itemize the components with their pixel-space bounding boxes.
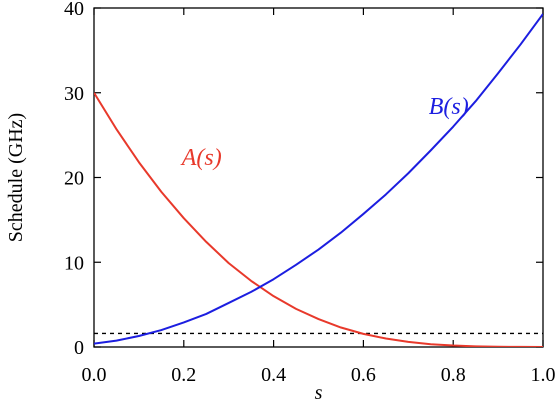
x-axis-label: s bbox=[315, 382, 323, 402]
x-tick-label: 0.2 bbox=[171, 364, 196, 386]
y-tick-label: 0 bbox=[74, 337, 84, 359]
series-annotation-a: A(s) bbox=[180, 145, 222, 171]
y-tick-label: 20 bbox=[64, 168, 84, 190]
x-tick-label: 1.0 bbox=[531, 364, 556, 386]
annotation-layer: A(s) B(s) bbox=[180, 94, 469, 171]
y-tick-label: 30 bbox=[64, 83, 84, 105]
series-line-b bbox=[94, 13, 543, 345]
series-layer bbox=[94, 13, 543, 347]
plot-area bbox=[93, 7, 544, 348]
y-tick-label: 10 bbox=[64, 252, 84, 274]
plot-frame bbox=[93, 7, 544, 348]
axis-ticks bbox=[93, 7, 544, 348]
x-tick-label: 0.6 bbox=[351, 364, 376, 386]
y-tick-label: 40 bbox=[64, 0, 84, 20]
series-line-a bbox=[94, 92, 543, 347]
x-tick-label: 0.8 bbox=[441, 364, 466, 386]
x-tick-label: 0.4 bbox=[261, 364, 286, 386]
x-tick-label: 0.0 bbox=[82, 364, 107, 386]
series-annotation-b: B(s) bbox=[429, 94, 469, 120]
tick-labels: 0.0 0.2 0.4 0.6 0.8 1.0 0 10 20 30 40 bbox=[64, 0, 556, 386]
y-axis-label: Schedule (GHz) bbox=[5, 113, 27, 242]
